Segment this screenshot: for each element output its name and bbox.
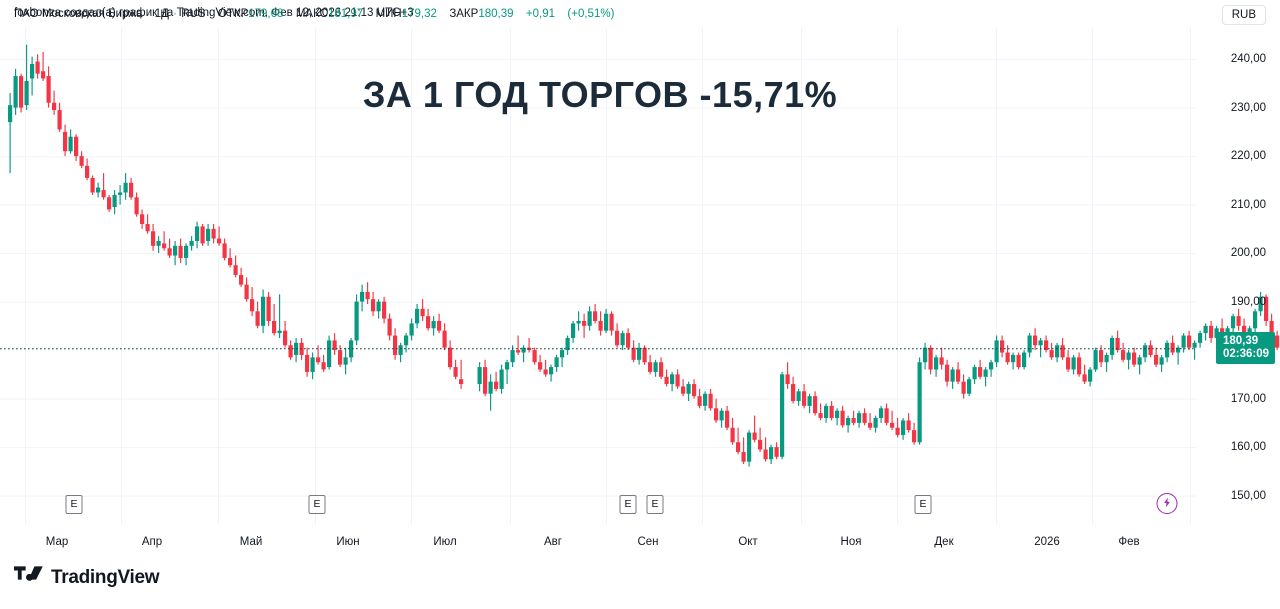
price-tick-label: 150,00 [1230,489,1266,502]
time-tick-label: Апр [141,536,163,548]
time-tick-label: 2026 [1034,536,1060,548]
legend-change-percent: (+0,51%) [567,8,615,20]
price-tick-label: 240,00 [1230,53,1266,66]
tradingview-logo-text: TradingView [51,567,160,588]
time-tick-label: Мар [45,536,69,548]
time-tick-label: Дек [934,536,954,548]
tradingview-logo: TradingView [14,566,160,590]
chart-legend[interactable]: ПАО Московская Биржа · 1Д · RUS ОТКР179,… [14,8,614,20]
legend-separator-1: · [146,8,151,20]
earnings-marker[interactable]: E [914,495,932,514]
price-tick-label: 170,00 [1230,392,1266,405]
legend-interval[interactable]: 1Д [154,8,169,20]
overlay-title: ЗА 1 ГОД ТОРГОВ -15,71% [362,74,838,115]
time-tick-label: Ноя [840,536,862,548]
legend-exchange: RUS [181,8,206,20]
legend-close-value: 180,39 [478,8,514,20]
time-tick-label: Авг [544,536,562,548]
tradingview-mark-icon [14,566,44,590]
legend-symbol[interactable]: ПАО Московская Биржа [14,8,143,20]
time-tick-label: Окт [738,536,758,548]
attribution-text: foxbonza создал(а) график на TradingView… [14,7,414,19]
price-tick-label: 220,00 [1230,150,1266,163]
time-tick-label: Июн [336,536,360,548]
legend-change: +0,91 [525,8,556,20]
legend-separator-2: · [173,8,178,20]
legend-high-value: 181,97 [327,8,364,20]
chart-area[interactable] [0,28,1280,555]
legend-open-value: 179,68 [248,8,284,20]
legend-high-label: МАКС [295,8,328,20]
time-axis[interactable]: Мар Апр Май Июн Июл Авг Сен Окт Ноя Дек 2026 Фев E E E… [0,493,1280,556]
price-tick-label: 160,00 [1230,441,1266,454]
bar-countdown: 02:36:09 [1222,348,1269,361]
earnings-marker[interactable]: E [646,495,664,514]
price-tick-label: 200,00 [1230,247,1266,260]
candlestick-plot [0,28,1280,525]
price-tick-label: 230,00 [1230,101,1266,114]
price-tick-label: 190,00 [1230,295,1266,308]
legend-open-label: ОТКР [217,8,249,20]
earnings-marker[interactable]: E [619,495,637,514]
price-axis[interactable]: 240,00 230,00 220,00 210,00 200,00 190,00 180,… [1196,28,1280,555]
currency-badge[interactable]: RUB [1221,5,1266,25]
legend-low-label: МИН [375,8,402,20]
earnings-marker[interactable]: E [65,495,83,514]
dividend-bolt-icon[interactable] [1156,493,1178,514]
legend-close-label: ЗАКР [449,8,479,20]
last-price-value: 180,39 [1222,335,1259,348]
time-tick-label: Июл [433,536,457,548]
legend-low-value: 179,32 [401,8,437,20]
price-tick-label: 210,00 [1230,198,1266,211]
time-tick-label: Май [239,536,263,548]
time-tick-label: Фев [1118,536,1140,548]
earnings-marker[interactable]: E [308,495,326,514]
time-tick-label: Сен [637,536,659,548]
last-price-badge[interactable]: 180,39 02:36:09 [1215,332,1275,365]
